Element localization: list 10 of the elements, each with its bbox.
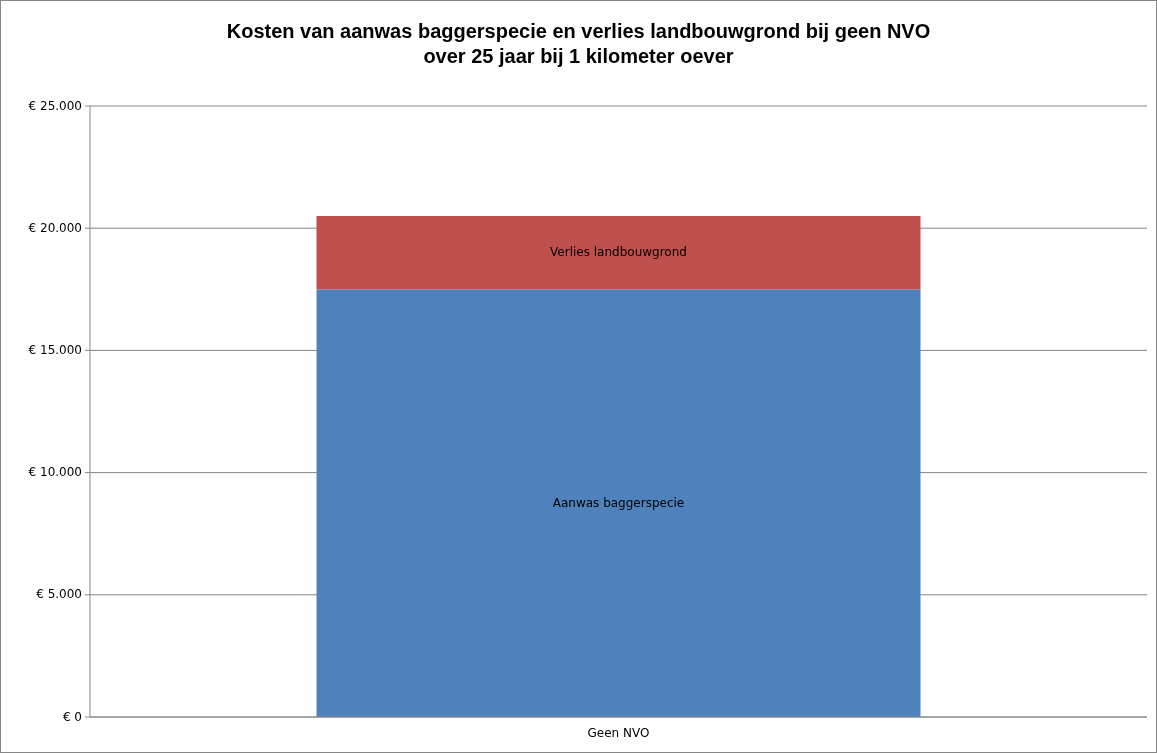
y-tick-label: € 0 — [62, 709, 82, 724]
chart-title: Kosten van aanwas baggerspecie en verlies landbouwgrond bij geen NVO over 25 jaar bij 1 kilometer oever — [226, 20, 931, 67]
y-tick-label: € 5.000 — [36, 587, 82, 602]
y-tick-label: € 10.000 — [28, 465, 82, 480]
y-tick-label: € 25.000 — [28, 98, 82, 113]
y-tick-label: € 15.000 — [28, 342, 82, 357]
x-tick-label: Geen NVO — [587, 726, 650, 740]
series-label: Aanwas baggerspecie — [552, 495, 685, 510]
series-label: Verlies landbouwgrond — [550, 245, 687, 260]
y-tick-label: € 20.000 — [28, 220, 82, 235]
